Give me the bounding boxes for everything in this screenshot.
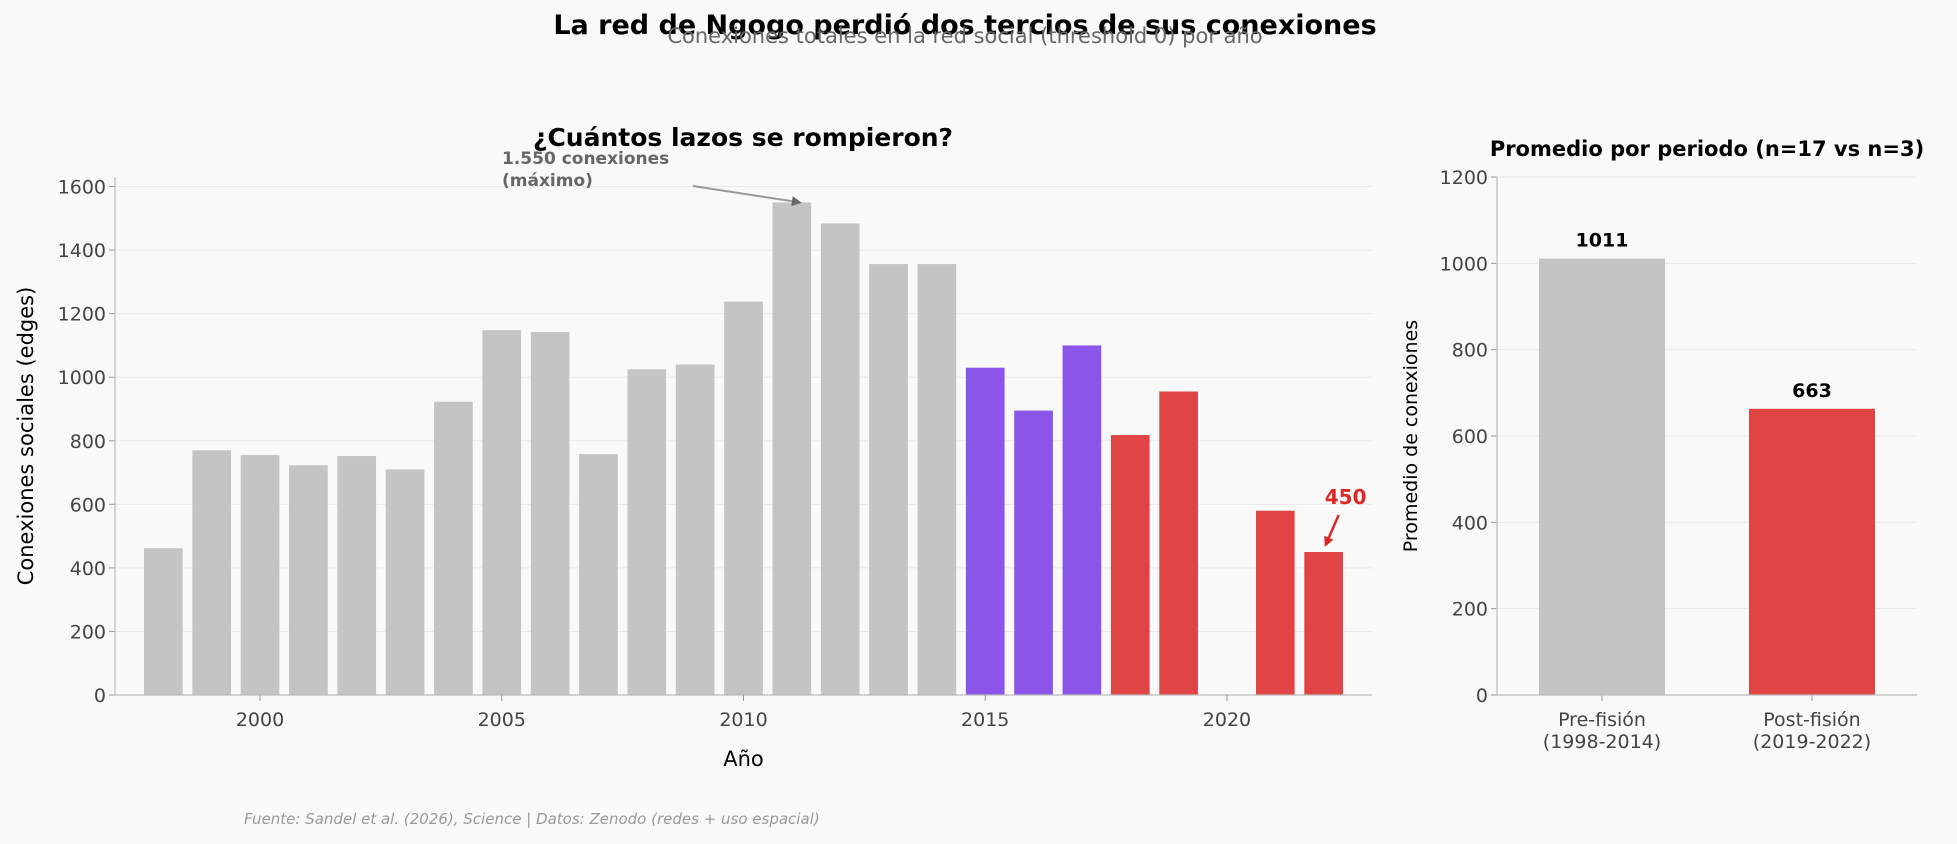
y-tick-label: 200 (1452, 599, 1488, 621)
y-tick-label: 400 (1452, 512, 1488, 534)
x-tick-label: Post-fisión (2019-2022) (1753, 709, 1871, 753)
bar-2006 (530, 332, 570, 695)
y-tick-label: 600 (1452, 426, 1488, 448)
y-tick-label: 1200 (1440, 167, 1488, 189)
annotation-line: 1.550 conexiones (502, 149, 669, 169)
bar-2012 (820, 223, 860, 695)
y-tick-label: 800 (70, 431, 106, 453)
bar-2003 (385, 469, 425, 695)
bar-1998 (144, 548, 183, 695)
source-note: Fuente: Sandel et al. (2026), Science | … (244, 810, 820, 828)
x-tick-label-line: Post-fisión (1763, 709, 1860, 731)
x-tick-label: 2020 (1203, 709, 1251, 731)
y-axis-label: Promedio de conexiones (1400, 320, 1422, 552)
y-tick-label: 1000 (58, 367, 106, 389)
x-tick-label: 2000 (236, 709, 284, 731)
bar-2016 (1014, 410, 1053, 695)
chart-title: Promedio por periodo (n=17 vs n=3) (1490, 137, 1924, 161)
bar-value-label: 1011 (1576, 230, 1629, 252)
bar-2022 (1304, 551, 1343, 695)
bar-2018 (1110, 435, 1150, 695)
x-tick-label: 2010 (719, 709, 767, 731)
x-tick-label-line: Pre-fisión (1558, 709, 1646, 731)
bar-2007 (579, 454, 618, 695)
bar-2015 (965, 367, 1005, 695)
x-tick-label-line: (1998-2014) (1543, 731, 1661, 753)
y-tick-label: 200 (70, 621, 106, 643)
y-tick-label: 1600 (58, 177, 106, 199)
bar-value-label: 663 (1792, 380, 1832, 402)
chart-title: ¿Cuántos lazos se rompieron? (533, 123, 953, 152)
bar-2013 (869, 264, 908, 695)
y-tick-label: 800 (1452, 340, 1488, 362)
x-tick-label-line: (2019-2022) (1753, 731, 1871, 753)
bar-2021 (1255, 510, 1295, 695)
bar-2011 (772, 202, 812, 695)
x-tick-label: 2005 (478, 709, 526, 731)
y-axis-label: Conexiones sociales (edges) (14, 287, 38, 586)
bar-2008 (627, 369, 667, 695)
bar-2019 (1159, 391, 1198, 695)
bar-pre-fision (1539, 258, 1665, 695)
figure-subtitle: Conexiones totales en la red social (thr… (667, 24, 1263, 48)
annotation-max-label: 1.550 conexiones (máximo) (502, 149, 669, 191)
bar-post-fision (1749, 408, 1875, 695)
figure-title: La red de Ngogo perdió dos tercios de su… (553, 10, 1377, 41)
x-axis-label: Año (723, 747, 764, 771)
x-tick-label: 2015 (961, 709, 1009, 731)
bar-2014 (917, 264, 957, 695)
bar-2017 (1062, 345, 1102, 695)
annotation-last-arrow (1324, 514, 1340, 547)
x-tick-label: Pre-fisión (1998-2014) (1543, 709, 1661, 753)
y-tick-label: 0 (1476, 685, 1488, 707)
bar-2000 (240, 455, 280, 695)
annotation-max-arrow (692, 185, 802, 207)
bar-2009 (675, 364, 715, 695)
bar-2010 (724, 301, 763, 695)
yearly-edges-chart: 0 200 400 600 800 1000 1200 1400 1600 2000 2005 201… (14, 123, 1372, 771)
bar-2005 (482, 330, 522, 695)
period-average-chart: 0 200 400 600 800 1000 1200 1011 Pre-fisión (1998… (1400, 137, 1924, 753)
y-tick-label: 1000 (1440, 253, 1488, 275)
annotation-last-label: 450 (1325, 485, 1367, 509)
annotation-line: (máximo) (502, 171, 593, 191)
y-tick-label: 400 (70, 558, 106, 580)
bar-2002 (337, 456, 377, 695)
bar-2001 (289, 465, 328, 695)
bar-2004 (434, 401, 473, 695)
y-tick-label: 0 (94, 685, 106, 707)
y-tick-label: 1400 (58, 240, 106, 262)
bar-1999 (192, 450, 232, 695)
y-tick-label: 1200 (58, 304, 106, 326)
y-tick-label: 600 (70, 494, 106, 516)
